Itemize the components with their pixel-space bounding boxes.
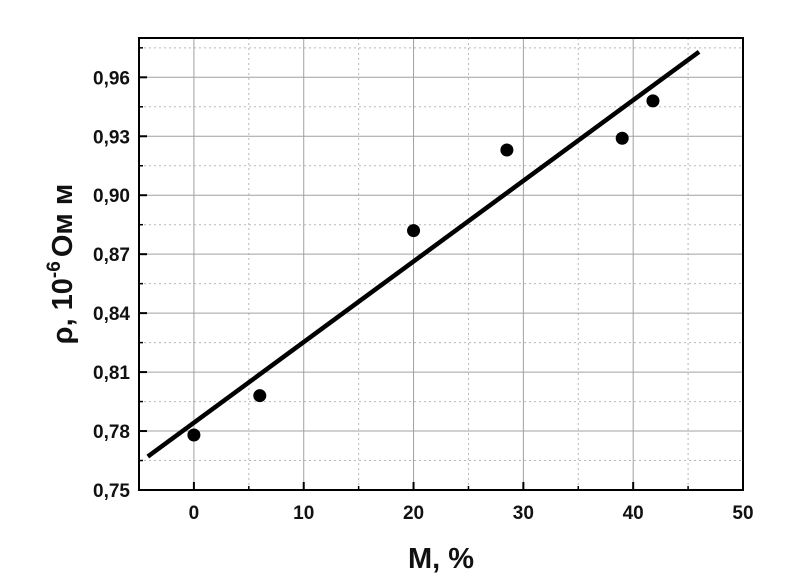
data-point	[500, 143, 514, 157]
data-point	[253, 389, 267, 403]
x-tick-label: 0	[189, 503, 200, 524]
y-tick-label: 0,81	[93, 363, 130, 384]
data-point	[615, 131, 629, 145]
y-tick-label: 0,90	[93, 186, 130, 207]
y-tick-label: 0,75	[93, 481, 130, 502]
y-tick-label: 0,84	[93, 304, 130, 325]
fit-line	[146, 49, 701, 459]
x-tick-label: 20	[403, 503, 424, 524]
x-tick-labels: 0 10 20 30 40 50	[189, 503, 754, 524]
data-points	[187, 94, 660, 442]
y-tick-label: 0,93	[93, 127, 130, 148]
data-point	[407, 224, 421, 238]
data-point	[646, 94, 660, 108]
x-axis-title: M, %	[408, 543, 474, 575]
y-axis-title-prefix: ρ, 10	[47, 278, 79, 344]
y-tick-label: 0,78	[93, 422, 130, 443]
y-tick-label: 0,96	[93, 68, 130, 89]
y-axis-title-suffix: Ом м	[47, 184, 79, 258]
x-tick-label: 30	[513, 503, 534, 524]
data-point	[187, 428, 201, 442]
y-tick-label: 0,87	[93, 245, 130, 266]
fit-line-layer	[146, 49, 701, 459]
y-axis-title-superscript: -6	[44, 261, 65, 278]
y-tick-labels: 0,75 0,78 0,81 0,84 0,87 0,90 0,93 0,96	[93, 68, 130, 502]
plot-area-frame	[138, 37, 744, 491]
axis-ticks	[138, 47, 744, 491]
x-tick-label: 10	[293, 503, 314, 524]
x-tick-label: 40	[623, 503, 644, 524]
x-tick-label: 50	[732, 503, 753, 524]
y-axis-title: ρ, 10-6 Ом м	[44, 184, 79, 345]
